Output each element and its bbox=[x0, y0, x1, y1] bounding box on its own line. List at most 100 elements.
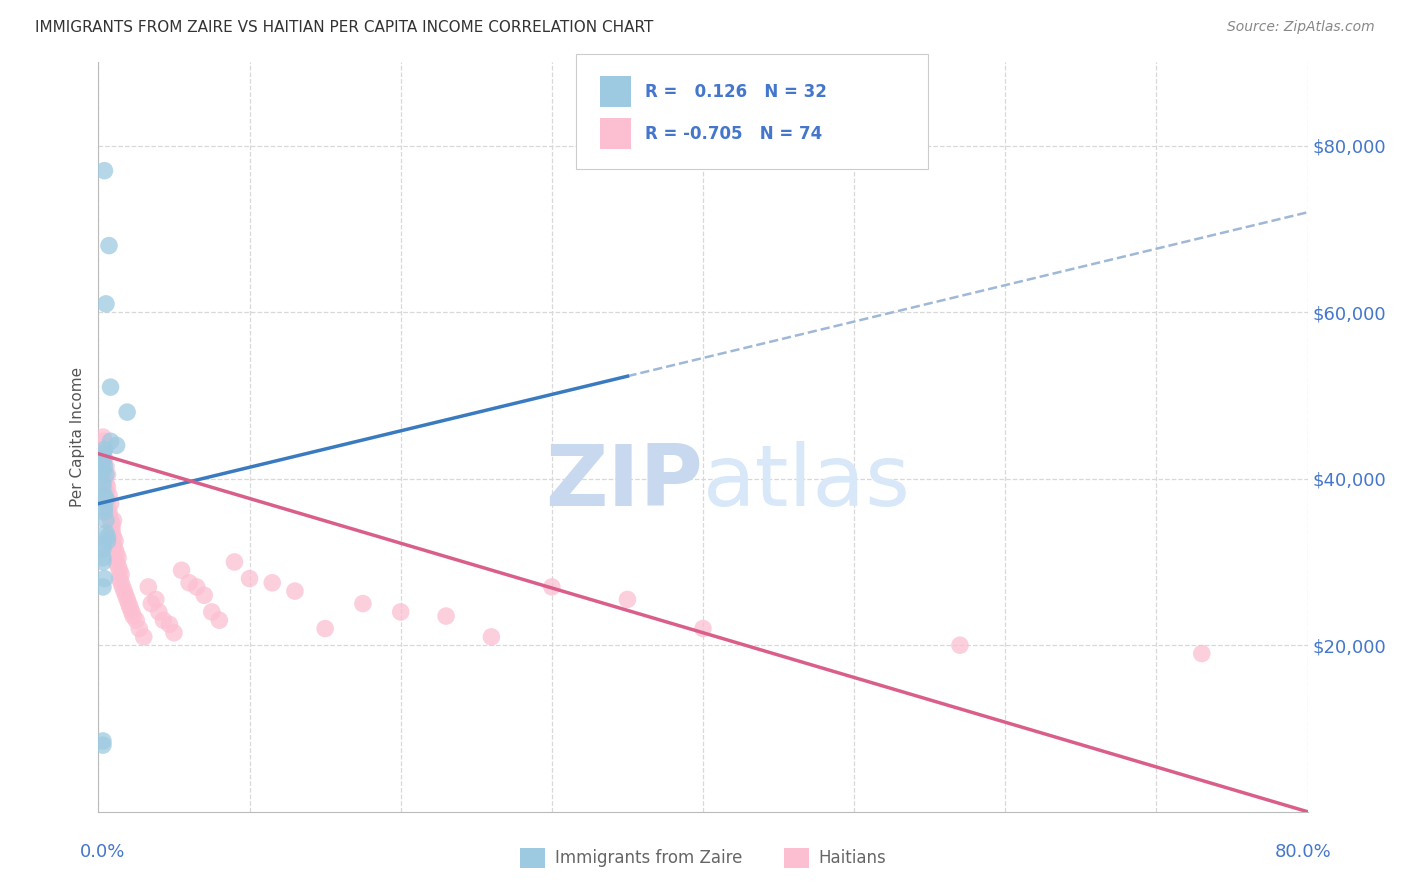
Point bbox=[93, 505, 115, 519]
Point bbox=[96, 492, 118, 507]
Point bbox=[93, 442, 115, 457]
Point bbox=[98, 509, 121, 524]
Point bbox=[262, 575, 284, 590]
Point bbox=[103, 530, 125, 544]
Point bbox=[93, 472, 115, 486]
Text: 0.0%: 0.0% bbox=[80, 843, 125, 861]
Point bbox=[112, 584, 135, 599]
Point bbox=[91, 455, 114, 469]
Point bbox=[125, 613, 148, 627]
Point bbox=[208, 613, 231, 627]
Point bbox=[1191, 647, 1213, 661]
Point bbox=[101, 525, 124, 540]
Point bbox=[148, 605, 170, 619]
Point bbox=[101, 517, 124, 532]
Point bbox=[91, 555, 114, 569]
Text: ZIP: ZIP bbox=[546, 441, 703, 524]
Point bbox=[91, 480, 114, 494]
Point bbox=[91, 550, 114, 565]
Point bbox=[98, 505, 121, 519]
Point bbox=[136, 580, 159, 594]
Point bbox=[91, 447, 114, 461]
Point bbox=[103, 538, 125, 552]
Point bbox=[91, 734, 114, 748]
Point bbox=[118, 597, 141, 611]
Point bbox=[94, 513, 117, 527]
Point bbox=[98, 488, 121, 502]
Point bbox=[239, 572, 262, 586]
Point bbox=[434, 609, 457, 624]
Point bbox=[110, 575, 132, 590]
Point bbox=[94, 459, 117, 474]
Text: R = -0.705   N = 74: R = -0.705 N = 74 bbox=[645, 125, 823, 143]
Text: 80.0%: 80.0% bbox=[1275, 843, 1331, 861]
Point bbox=[115, 592, 138, 607]
Text: Source: ZipAtlas.com: Source: ZipAtlas.com bbox=[1227, 20, 1375, 34]
Point bbox=[93, 163, 115, 178]
Point bbox=[100, 380, 122, 394]
Point bbox=[94, 467, 117, 482]
Point bbox=[98, 238, 121, 252]
Point bbox=[93, 450, 115, 465]
Point bbox=[616, 592, 638, 607]
Point bbox=[481, 630, 503, 644]
Point bbox=[96, 467, 118, 482]
Point bbox=[110, 567, 132, 582]
Point bbox=[93, 434, 115, 449]
Point bbox=[692, 622, 714, 636]
Point bbox=[93, 488, 115, 502]
Point bbox=[152, 613, 174, 627]
Point bbox=[159, 617, 181, 632]
Point bbox=[100, 497, 122, 511]
Point bbox=[111, 580, 134, 594]
Point bbox=[96, 500, 118, 515]
Point bbox=[105, 555, 128, 569]
Point bbox=[91, 447, 114, 461]
Point bbox=[100, 513, 122, 527]
Point bbox=[105, 438, 128, 452]
Point bbox=[94, 492, 117, 507]
Point bbox=[107, 559, 129, 574]
Legend: Immigrants from Zaire, Haitians: Immigrants from Zaire, Haitians bbox=[513, 841, 893, 874]
Point bbox=[105, 547, 128, 561]
Point bbox=[314, 622, 336, 636]
Point bbox=[91, 463, 114, 477]
Point bbox=[91, 455, 114, 469]
Point bbox=[91, 450, 114, 465]
Point bbox=[389, 605, 412, 619]
Point bbox=[114, 588, 136, 602]
Point bbox=[94, 475, 117, 490]
Point bbox=[91, 430, 114, 444]
Point bbox=[107, 550, 129, 565]
Point bbox=[96, 530, 118, 544]
Point bbox=[93, 442, 115, 457]
Point bbox=[121, 605, 143, 619]
Point bbox=[96, 534, 118, 549]
Point bbox=[201, 605, 224, 619]
Point bbox=[128, 622, 150, 636]
Point bbox=[949, 638, 972, 652]
Point bbox=[108, 572, 131, 586]
Point bbox=[186, 580, 208, 594]
Point bbox=[93, 459, 115, 474]
Point bbox=[96, 480, 118, 494]
Point bbox=[145, 592, 167, 607]
Point bbox=[115, 405, 138, 419]
Point bbox=[122, 609, 145, 624]
Point bbox=[352, 597, 374, 611]
Text: R =   0.126   N = 32: R = 0.126 N = 32 bbox=[645, 83, 827, 101]
Point bbox=[163, 625, 186, 640]
Point bbox=[170, 563, 193, 577]
Point bbox=[224, 555, 246, 569]
Y-axis label: Per Capita Income: Per Capita Income bbox=[70, 367, 86, 508]
Text: IMMIGRANTS FROM ZAIRE VS HAITIAN PER CAPITA INCOME CORRELATION CHART: IMMIGRANTS FROM ZAIRE VS HAITIAN PER CAP… bbox=[35, 20, 654, 35]
Point bbox=[179, 575, 201, 590]
Point bbox=[93, 500, 115, 515]
Point bbox=[101, 522, 124, 536]
Point bbox=[91, 542, 114, 557]
Point bbox=[91, 463, 114, 477]
Point bbox=[94, 297, 117, 311]
Point bbox=[103, 513, 125, 527]
Point bbox=[91, 738, 114, 752]
Point bbox=[91, 538, 114, 552]
